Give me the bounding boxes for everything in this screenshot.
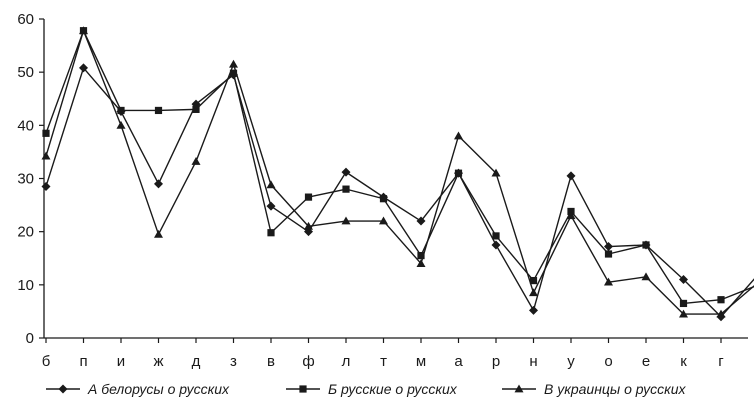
data-point-diamond xyxy=(266,201,276,211)
x-tick-label: п xyxy=(79,353,87,370)
data-point-diamond xyxy=(41,181,51,191)
legend-item: А белорусы о русских xyxy=(46,381,230,397)
data-point-triangle xyxy=(416,259,426,267)
x-tick-label: у xyxy=(567,353,575,370)
legend-item: В украинцы о русских xyxy=(502,381,686,397)
data-point-triangle xyxy=(341,216,351,225)
data-point-diamond xyxy=(154,179,163,189)
x-tick-label: б xyxy=(42,353,51,370)
data-point-square xyxy=(679,299,688,308)
data-point-diamond xyxy=(79,63,88,73)
data-point-triangle xyxy=(679,309,688,318)
series-line xyxy=(45,67,754,318)
data-point-triangle xyxy=(491,168,501,177)
data-point-square xyxy=(604,250,613,258)
legend: А белорусы о русских Б русские о русских В… xyxy=(46,381,686,397)
data-point-triangle xyxy=(266,180,276,189)
series-2 xyxy=(42,27,754,308)
series-layer xyxy=(41,26,754,322)
data-point-triangle xyxy=(191,156,201,165)
data-point-triangle xyxy=(154,229,163,238)
data-point-diamond xyxy=(604,242,613,252)
x-tick-label: з xyxy=(230,353,237,370)
x-tick-label: и xyxy=(117,353,125,370)
data-point-square xyxy=(154,106,163,115)
x-tick-label: к xyxy=(680,353,687,370)
data-point-triangle xyxy=(379,216,388,225)
axes xyxy=(39,18,748,343)
legend-label: Б русские о русских xyxy=(328,381,458,397)
x-tick-label: н xyxy=(529,353,537,370)
data-point-triangle xyxy=(116,120,126,129)
series-1 xyxy=(41,63,754,322)
data-point-triangle xyxy=(566,211,576,220)
data-point-triangle xyxy=(304,221,313,230)
series-line xyxy=(45,29,754,305)
data-point-square xyxy=(492,232,500,240)
legend-label: В украинцы о русских xyxy=(544,381,686,397)
x-tick-label: м xyxy=(416,353,426,370)
data-point-triangle xyxy=(716,309,726,318)
x-tick-label: о xyxy=(604,353,612,370)
data-point-square xyxy=(379,195,388,203)
data-point-square xyxy=(454,169,463,177)
y-tick-label: 60 xyxy=(17,11,34,28)
x-tick-label: т xyxy=(380,353,387,370)
data-point-square xyxy=(42,129,50,137)
data-point-diamond xyxy=(341,167,351,177)
x-tick-label: л xyxy=(342,353,351,370)
x-tick-label: ж xyxy=(153,353,163,370)
y-tick-label: 0 xyxy=(26,330,34,347)
data-point-square xyxy=(299,385,307,393)
data-point-square xyxy=(229,69,238,77)
data-point-triangle xyxy=(229,59,238,68)
data-point-diamond xyxy=(58,384,68,394)
data-point-diamond xyxy=(416,216,426,226)
data-point-triangle xyxy=(604,277,613,286)
data-point-triangle xyxy=(41,151,51,160)
x-tick-label: а xyxy=(454,353,463,370)
x-tick-label: р xyxy=(492,353,500,370)
y-tick-label: 30 xyxy=(17,171,34,188)
y-tick-label: 50 xyxy=(17,64,34,81)
data-point-square xyxy=(192,105,200,113)
y-tick-label: 10 xyxy=(17,277,34,294)
data-point-diamond xyxy=(491,240,501,250)
x-tick-label: г xyxy=(718,353,724,370)
data-point-square xyxy=(342,185,350,193)
data-point-square xyxy=(267,229,275,237)
data-point-triangle xyxy=(641,272,651,281)
legend-label: А белорусы о русских xyxy=(87,381,230,397)
data-point-diamond xyxy=(679,275,688,285)
data-point-diamond xyxy=(566,171,576,181)
legend-item: Б русские о русских xyxy=(286,381,458,397)
series-line xyxy=(45,29,754,315)
data-point-triangle xyxy=(454,131,463,140)
data-point-square xyxy=(529,276,538,285)
data-point-triangle xyxy=(79,26,88,35)
data-point-square xyxy=(642,241,650,249)
x-tick-label: в xyxy=(267,353,275,370)
data-point-diamond xyxy=(529,305,538,315)
y-tick-label: 20 xyxy=(17,224,34,241)
data-point-square xyxy=(304,193,313,201)
y-tick-label: 40 xyxy=(17,117,34,134)
data-point-square xyxy=(117,106,125,115)
data-point-triangle xyxy=(514,384,524,393)
x-tick-label: ф xyxy=(302,353,314,370)
x-tick-label: е xyxy=(642,353,650,370)
data-point-triangle xyxy=(529,288,538,297)
data-point-square xyxy=(417,251,425,260)
data-point-square xyxy=(717,296,725,304)
x-tick-label: д xyxy=(192,353,201,370)
tick-labels: 0102030405060бпиждзвфлтмарнуоекгс xyxy=(17,11,724,370)
series-3 xyxy=(41,26,754,318)
